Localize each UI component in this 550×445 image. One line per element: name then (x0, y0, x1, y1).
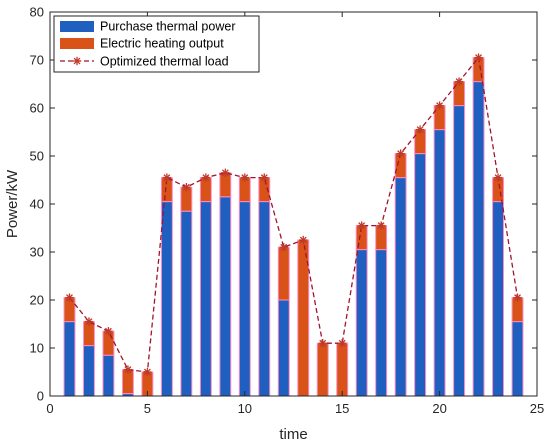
y-tick-label-20: 20 (30, 293, 44, 308)
marker-optimized-4 (123, 365, 133, 374)
bar-purchase-24 (511, 321, 524, 397)
marker-optimized-21 (454, 77, 464, 86)
marker-optimized-13 (299, 235, 308, 245)
marker-optimized-23 (493, 173, 503, 182)
legend: Purchase thermal power Electric heating o… (53, 15, 260, 73)
y-tick-label-80: 80 (30, 5, 44, 20)
marker-optimized-19 (415, 125, 425, 134)
bar-purchase-1 (63, 321, 76, 397)
bar-purchase-7 (180, 210, 193, 397)
y-tick-label-50: 50 (30, 149, 44, 164)
x-tick-label-15: 15 (335, 401, 349, 416)
y-tick-label-60: 60 (30, 101, 44, 116)
legend-label-3: Optimized thermal load (100, 55, 229, 69)
marker-optimized-22 (474, 53, 483, 62)
y-axis-label: Power/kW (4, 169, 21, 238)
line-layer (65, 53, 522, 377)
legend-label-2: Electric heating output (100, 37, 224, 51)
bar-purchase-6 (160, 201, 173, 397)
x-tick-label-10: 10 (238, 401, 252, 416)
legend-marker-optimized (72, 56, 82, 66)
bar-electric-14 (316, 342, 329, 397)
marker-optimized-1 (65, 293, 74, 302)
marker-optimized-3 (104, 327, 113, 336)
legend-swatch-purchase (60, 21, 94, 32)
bar-purchase-12 (277, 299, 290, 397)
marker-optimized-10 (240, 173, 249, 182)
legend-label-1: Purchase thermal power (100, 20, 235, 34)
marker-optimized-2 (84, 317, 94, 326)
y-tick-label-40: 40 (30, 197, 44, 212)
axes-layer: 0 5 10 15 20 25 0 10 20 30 40 50 60 70 80 (30, 5, 545, 417)
bar-purchase-16 (355, 249, 368, 397)
bar-purchase-20 (433, 129, 446, 397)
x-tick-label-20: 20 (432, 401, 446, 416)
marker-optimized-12 (279, 243, 288, 252)
bar-purchase-22 (472, 81, 485, 397)
marker-optimized-16 (357, 221, 366, 230)
bar-purchase-17 (375, 249, 388, 397)
legend-swatch-electric (60, 38, 94, 49)
marker-optimized-6 (162, 173, 172, 182)
bar-purchase-3 (102, 354, 115, 397)
marker-optimized-15 (338, 339, 347, 348)
y-tick-label-30: 30 (30, 245, 44, 260)
marker-optimized-14 (318, 339, 327, 348)
bar-electric-12 (277, 246, 290, 301)
bar-purchase-23 (492, 201, 504, 397)
bar-purchase-21 (453, 105, 466, 397)
x-tick-label-25: 25 (530, 401, 544, 416)
marker-optimized-17 (376, 221, 386, 230)
marker-optimized-5 (143, 367, 152, 377)
marker-optimized-18 (396, 149, 405, 158)
marker-optimized-24 (513, 293, 522, 302)
y-tick-label-70: 70 (30, 53, 44, 68)
bar-purchase-8 (199, 201, 212, 397)
bar-purchase-2 (83, 345, 95, 397)
bar-purchase-10 (238, 201, 251, 397)
marker-optimized-9 (221, 168, 230, 177)
bar-electric-15 (336, 342, 349, 397)
marker-optimized-20 (435, 101, 444, 110)
bar-purchase-19 (414, 153, 427, 397)
marker-optimized-8 (201, 173, 211, 182)
y-tick-label-10: 10 (30, 341, 44, 356)
bar-purchase-11 (258, 201, 271, 397)
marker-optimized-7 (182, 183, 191, 192)
x-axis-label: time (279, 426, 307, 443)
bar-purchase-18 (394, 177, 407, 397)
marker-optimized-11 (260, 173, 269, 182)
bar-purchase-9 (219, 196, 232, 397)
y-tick-label-0: 0 (37, 389, 44, 404)
x-tick-label-0: 0 (46, 401, 53, 416)
x-tick-label-5: 5 (144, 401, 151, 416)
